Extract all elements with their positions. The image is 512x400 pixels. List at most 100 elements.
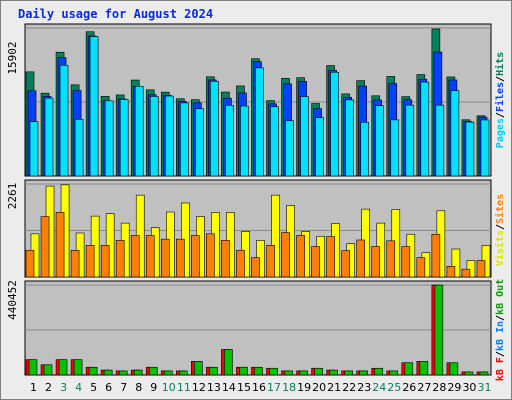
day-17-bars: [266, 367, 278, 376]
day-30-bars: [461, 119, 475, 177]
pages-bar: [119, 99, 129, 177]
sites-bar: [476, 260, 486, 278]
x-tick-label: 30: [462, 381, 476, 394]
day-12-bars: [191, 99, 204, 177]
day-18-bars: [281, 370, 293, 376]
kbout-bar: [133, 369, 143, 376]
kbout-bar: [88, 366, 98, 376]
visits-sites-panel: 2261 Visits/Sites: [6, 179, 506, 278]
day-27-bars: [416, 252, 431, 278]
day-4-bars: [70, 232, 85, 278]
pages-bar: [195, 108, 204, 177]
sites-bar: [446, 266, 456, 278]
legend-entry: /: [495, 315, 506, 321]
sites-bar: [25, 249, 35, 278]
kbout-bar: [464, 371, 474, 376]
x-tick-label: 7: [120, 381, 127, 394]
day-8-bars: [130, 194, 145, 278]
day-31-bars: [476, 115, 490, 177]
kbout-bar: [434, 284, 444, 376]
sites-bar: [176, 238, 185, 278]
day-16-bars: [251, 366, 263, 376]
day-30-bars: [461, 371, 474, 376]
kbout-bar: [269, 367, 278, 376]
legend-entry: /: [495, 112, 506, 118]
day-30-bars: [461, 260, 476, 278]
sites-bar: [40, 216, 50, 278]
sites-bar: [160, 238, 170, 278]
day-2-bars: [40, 185, 55, 278]
x-tick-label: 14: [222, 381, 236, 394]
kbout-bar: [284, 370, 293, 376]
pages-bar: [134, 85, 144, 177]
legend-entry: Files: [494, 82, 506, 112]
legend-entry: kB Out: [495, 279, 506, 315]
day-29-bars: [446, 248, 461, 278]
legend-entry: kB F: [495, 357, 506, 381]
day-24-bars: [371, 95, 385, 177]
day-23-bars: [356, 208, 371, 278]
pages-bar: [420, 81, 430, 177]
sites-bar: [311, 246, 320, 278]
kbout-bar: [28, 359, 38, 376]
day-3-bars: [55, 51, 69, 177]
pages-bar: [450, 90, 460, 177]
pages-bar: [270, 106, 279, 177]
day-21-bars: [326, 65, 339, 177]
day-12-bars: [191, 216, 205, 278]
kbout-bar: [314, 367, 323, 376]
day-1-bars: [25, 359, 38, 376]
x-tick-label: 4: [75, 381, 82, 394]
day-5-bars: [85, 366, 98, 376]
x-tick-label: 5: [90, 381, 97, 394]
day-10-bars: [160, 91, 174, 177]
day-4-bars: [70, 359, 83, 376]
sites-bar: [100, 245, 110, 278]
pages-bar: [89, 36, 99, 177]
pages-bar: [225, 104, 234, 177]
sites-bar: [341, 250, 350, 278]
day-10-bars: [160, 211, 175, 278]
sites-bar: [431, 233, 441, 278]
kbout-bar: [239, 366, 248, 376]
day-2-bars: [40, 92, 54, 177]
x-tick-label: 6: [105, 381, 112, 394]
pages-bar: [360, 121, 370, 177]
sites-bar: [371, 246, 381, 278]
sites-bar: [55, 212, 65, 278]
day-17-bars: [266, 194, 280, 278]
day-28-bars: [431, 28, 445, 177]
day-9-bars: [145, 89, 159, 177]
sites-bar: [115, 240, 125, 278]
x-tick-label: 25: [387, 381, 401, 394]
day-6-bars: [100, 213, 115, 278]
x-tick-label: 11: [177, 381, 191, 394]
x-tick-label: 19: [297, 381, 311, 394]
pages-bar: [255, 67, 264, 177]
kbout-bar: [43, 364, 53, 376]
day-12-bars: [191, 361, 203, 376]
day-23-bars: [356, 370, 369, 376]
day-20-bars: [311, 103, 324, 177]
day-15-bars: [236, 85, 249, 177]
y-max-label: 15902: [6, 41, 19, 74]
kbout-bar: [103, 369, 113, 376]
day-17-bars: [266, 100, 279, 177]
day-19-bars: [296, 77, 309, 177]
x-tick-label: 29: [447, 381, 461, 394]
sites-bar: [251, 257, 260, 278]
day-4-bars: [70, 84, 84, 177]
day-15-bars: [236, 366, 248, 376]
kbout-bar: [163, 370, 173, 376]
x-axis-day-labels: 1 2 3 4 5 6 7 8 9 10 11 12 13 14 15 16 17 18 19 20 21 22 23 24 2…: [30, 381, 491, 394]
day-20-bars: [311, 235, 325, 278]
day-20-bars: [311, 367, 323, 376]
sites-bar: [356, 239, 366, 278]
kbout-bar: [194, 361, 203, 376]
day-10-bars: [160, 370, 173, 376]
day-26-bars: [401, 96, 415, 177]
day-1-bars: [25, 71, 39, 177]
day-22-bars: [341, 243, 355, 278]
